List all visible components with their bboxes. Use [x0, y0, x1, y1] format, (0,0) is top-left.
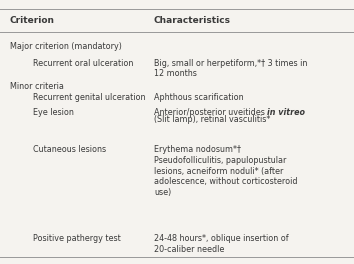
- Text: Aphthous scarification: Aphthous scarification: [154, 93, 244, 102]
- Text: Major criterion (mandatory): Major criterion (mandatory): [10, 42, 122, 51]
- Text: in vitreo: in vitreo: [267, 108, 306, 117]
- Text: Positive pathergy test: Positive pathergy test: [33, 234, 121, 243]
- Text: Criterion: Criterion: [10, 16, 55, 25]
- Text: Erythema nodosum*†
Pseudofolliculitis, papulopustular
lesions, acneiform noduli*: Erythema nodosum*† Pseudofolliculitis, p…: [154, 145, 297, 197]
- Text: Recurrent oral ulceration: Recurrent oral ulceration: [33, 59, 133, 68]
- Text: 24-48 hours*, oblique insertion of
20-caliber needle: 24-48 hours*, oblique insertion of 20-ca…: [154, 234, 289, 254]
- Text: Minor criteria: Minor criteria: [10, 82, 64, 91]
- Text: Anterior/posterior uveitides: Anterior/posterior uveitides: [154, 108, 267, 117]
- Text: Characteristics: Characteristics: [154, 16, 231, 25]
- Text: Eye lesion: Eye lesion: [33, 108, 74, 117]
- Text: Big, small or herpetiform,*† 3 times in
12 months: Big, small or herpetiform,*† 3 times in …: [154, 59, 307, 78]
- Text: (Slit lamp), retinal vasculitis*: (Slit lamp), retinal vasculitis*: [154, 115, 270, 124]
- Text: Recurrent genital ulceration: Recurrent genital ulceration: [33, 93, 145, 102]
- Text: Cutaneous lesions: Cutaneous lesions: [33, 145, 106, 154]
